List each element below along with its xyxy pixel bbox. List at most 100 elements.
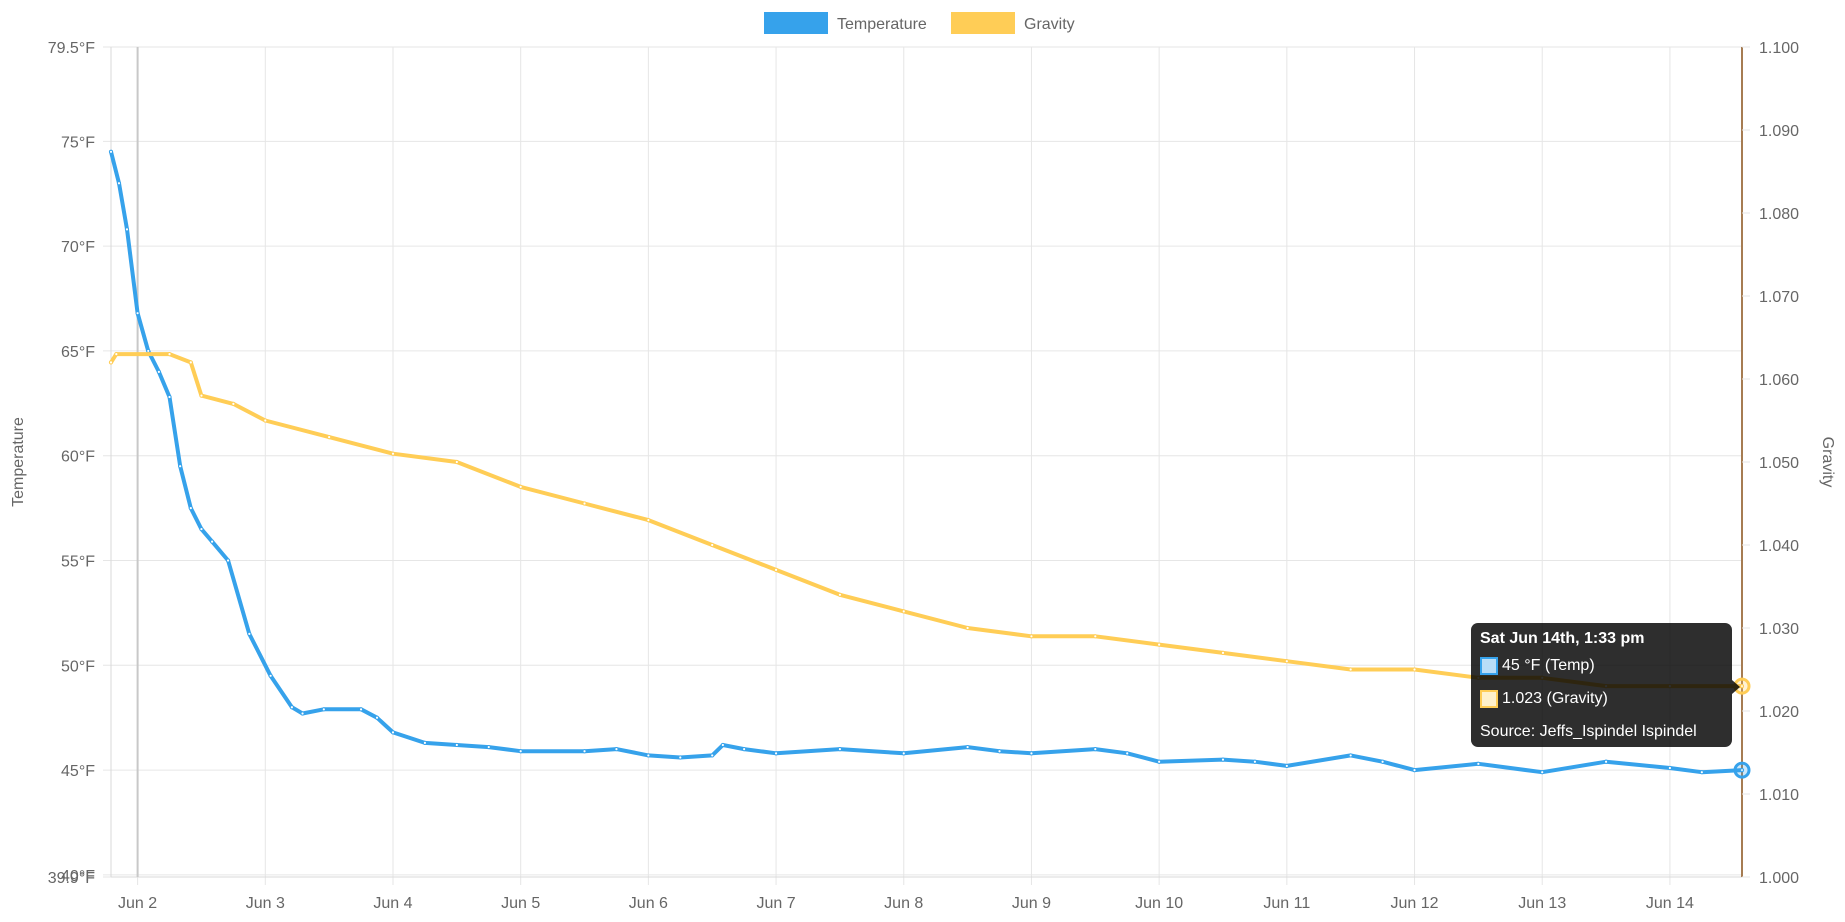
data-point-gravity: [1157, 642, 1162, 647]
data-point-temperature: [1220, 757, 1226, 762]
data-point-temperature: [1029, 751, 1034, 756]
data-point-gravity: [263, 418, 268, 423]
tooltip-swatch-temperature: [1480, 657, 1498, 675]
y-left-tick-label: 55°F: [61, 554, 95, 571]
x-tick-label: Jun 10: [1135, 895, 1183, 912]
data-point-temperature: [1093, 747, 1098, 752]
data-point-temperature: [300, 711, 305, 716]
data-point-gravity: [390, 451, 396, 456]
y-right-tick-label: 1.050: [1759, 455, 1799, 472]
data-point-temperature: [247, 631, 252, 636]
data-point-gravity: [188, 360, 193, 365]
data-point-gravity: [582, 501, 587, 506]
y-left-tick-label: 75°F: [61, 134, 95, 151]
data-point-temperature: [837, 747, 843, 752]
data-point-temperature: [454, 742, 459, 748]
data-point-temperature: [1699, 770, 1704, 775]
y-right-tick-label: 1.100: [1759, 40, 1799, 57]
data-point-gravity: [837, 592, 843, 597]
data-point-temperature: [614, 747, 619, 752]
data-point-temperature: [268, 673, 273, 678]
data-point-temperature: [167, 394, 172, 400]
legend-label: Gravity: [1024, 16, 1075, 33]
data-point-gravity: [646, 518, 651, 523]
data-point-gravity: [965, 625, 970, 631]
data-point-temperature: [678, 755, 683, 760]
data-point-gravity: [454, 459, 459, 465]
data-point-temperature: [518, 749, 523, 754]
chart-tooltip: Sat Jun 14th, 1:33 pm 45 °F (Temp) 1.023…: [1471, 623, 1732, 747]
y-left-axis-title: Temperature: [10, 417, 27, 507]
y-right-tick-label: 1.020: [1759, 704, 1799, 721]
y-left-tick-label: 60°F: [61, 449, 95, 466]
data-point-temperature: [135, 311, 140, 316]
data-point-temperature: [1667, 765, 1673, 771]
y-left-tick-label: 70°F: [61, 239, 95, 256]
y-left-tick-label: 65°F: [61, 344, 95, 361]
data-point-gravity: [518, 484, 523, 489]
y-left-tick-label: 45°F: [61, 763, 95, 780]
data-point-temperature: [188, 506, 193, 511]
tooltip-swatch-gravity: [1480, 690, 1498, 708]
y-left-tick-label: 50°F: [61, 658, 95, 675]
data-point-gravity: [108, 360, 114, 365]
data-point-gravity: [1093, 634, 1098, 639]
data-point-temperature: [116, 181, 122, 186]
data-point-gravity: [114, 352, 119, 357]
data-point-gravity: [1412, 667, 1417, 672]
y-right-axis-title: Gravity: [1819, 437, 1836, 488]
data-point-temperature: [225, 558, 231, 563]
y-right-tick-label: 1.040: [1759, 538, 1799, 555]
data-point-gravity: [231, 401, 236, 406]
tooltip-title: Sat Jun 14th, 1:33 pm: [1480, 630, 1645, 647]
data-point-temperature: [124, 227, 130, 232]
data-point-temperature: [178, 464, 183, 469]
data-point-temperature: [321, 707, 326, 712]
data-point-temperature: [390, 730, 396, 735]
x-tick-label: Jun 7: [756, 895, 795, 912]
data-point-temperature: [199, 526, 204, 532]
y-right-tick-label: 1.060: [1759, 372, 1799, 389]
data-point-gravity: [1348, 667, 1353, 672]
data-point-temperature: [1380, 759, 1385, 764]
data-point-temperature: [582, 749, 587, 754]
data-point-temperature: [965, 744, 970, 750]
series-line-temperature: [109, 149, 1744, 775]
tooltip-source: Source: Jeffs_Ispindel Ispindel: [1480, 723, 1697, 740]
x-tick-label: Jun 11: [1263, 895, 1310, 912]
data-point-gravity: [1220, 650, 1226, 656]
data-point-temperature: [1284, 763, 1289, 769]
data-point-gravity: [1029, 634, 1034, 639]
data-point-temperature: [1157, 759, 1162, 764]
data-point-gravity: [901, 609, 906, 614]
tooltip-caret: [1732, 680, 1740, 694]
legend-swatch: [951, 12, 1015, 34]
tooltip-row-gravity: 1.023 (Gravity): [1480, 690, 1608, 708]
y-left-tick-label: 39.9°F: [48, 870, 96, 887]
y-left-tick-label: 79.5°F: [48, 40, 96, 57]
data-point-gravity: [1739, 684, 1745, 689]
x-tick-label: Jun 2: [118, 895, 157, 912]
y-right-tick-label: 1.070: [1759, 289, 1799, 306]
data-point-temperature: [1476, 761, 1481, 766]
data-point-temperature: [358, 707, 364, 712]
data-point-gravity: [199, 393, 204, 398]
data-point-gravity: [327, 435, 332, 440]
x-tick-label: Jun 6: [629, 895, 668, 912]
data-point-gravity: [1284, 659, 1289, 664]
y-right-tick-label: 1.090: [1759, 123, 1799, 140]
data-point-temperature: [108, 149, 114, 154]
legend-label: Temperature: [837, 16, 927, 33]
data-point-temperature: [156, 369, 161, 374]
data-point-temperature: [1252, 759, 1258, 764]
data-point-temperature: [742, 747, 747, 752]
data-point-temperature: [773, 751, 779, 756]
data-point-temperature: [486, 744, 491, 750]
x-tick-label: Jun 8: [884, 895, 923, 912]
x-tick-label: Jun 3: [246, 895, 285, 912]
data-point-temperature: [1348, 753, 1353, 758]
data-point-temperature: [1125, 751, 1130, 756]
data-point-temperature: [901, 751, 906, 756]
x-tick-label: Jun 12: [1390, 895, 1438, 912]
